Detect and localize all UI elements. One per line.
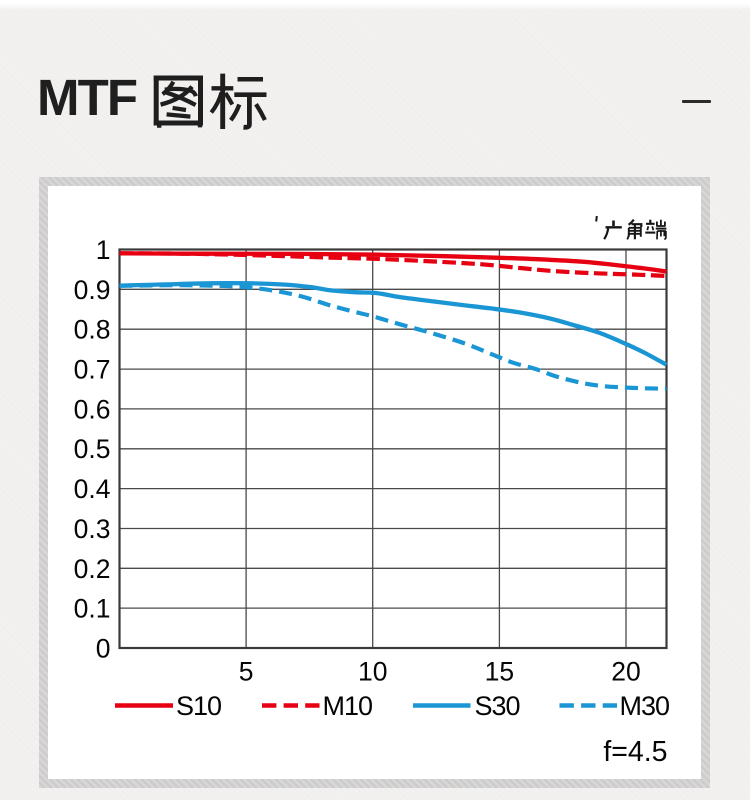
svg-text:1: 1: [96, 235, 111, 265]
svg-text:0.6: 0.6: [74, 394, 111, 424]
svg-text:0.7: 0.7: [74, 355, 111, 385]
svg-text:0.5: 0.5: [74, 434, 111, 464]
svg-text:0.2: 0.2: [74, 554, 111, 584]
svg-text:5: 5: [239, 657, 254, 687]
svg-text:M10: M10: [323, 691, 373, 721]
svg-text:0.4: 0.4: [74, 474, 111, 504]
svg-text:S30: S30: [475, 691, 520, 721]
svg-text:0: 0: [96, 634, 111, 664]
svg-text:0.1: 0.1: [74, 594, 111, 624]
svg-text:15: 15: [485, 657, 514, 687]
svg-text:0.3: 0.3: [74, 514, 111, 544]
svg-text:M30: M30: [620, 691, 670, 721]
svg-text:f=4.5: f=4.5: [603, 736, 667, 768]
svg-text:S10: S10: [176, 691, 221, 721]
svg-text:0.9: 0.9: [74, 275, 111, 305]
svg-text:10: 10: [358, 657, 387, 687]
svg-text:20: 20: [611, 657, 640, 687]
svg-text:0.8: 0.8: [74, 315, 111, 345]
